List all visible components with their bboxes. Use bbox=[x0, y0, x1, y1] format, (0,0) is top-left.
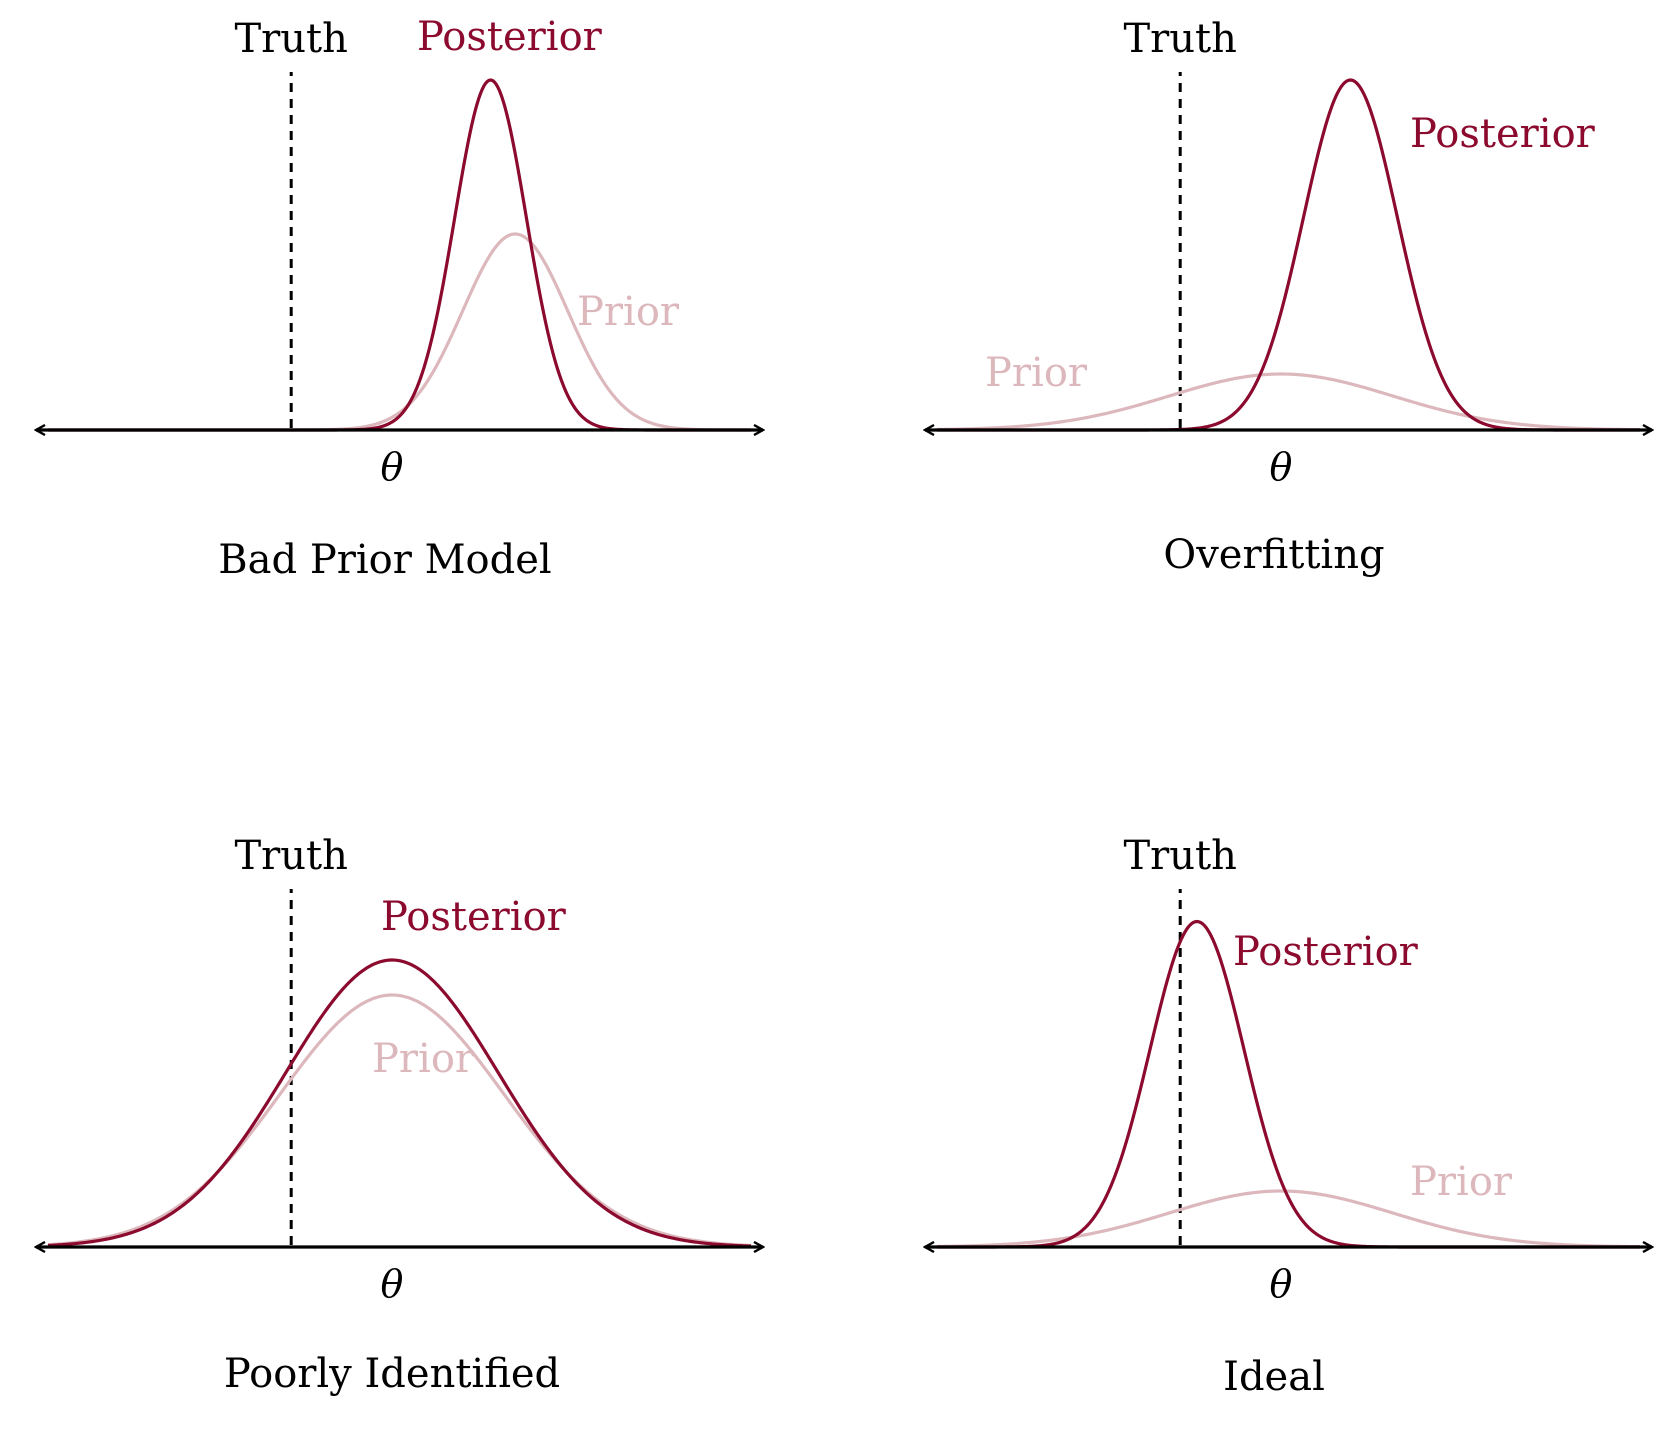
prior-curve bbox=[47, 993, 752, 1248]
panel-title: Bad Prior Model bbox=[218, 537, 551, 583]
panel-poorly-identified: Truth Posterior Prior θ Poorly Identifie… bbox=[36, 833, 763, 1397]
prior-label: Prior bbox=[1410, 1159, 1513, 1205]
posterior-curve bbox=[47, 958, 752, 1248]
truth-label: Truth bbox=[1123, 16, 1236, 62]
theta-axis-label: θ bbox=[381, 445, 404, 489]
posterior-label: Posterior bbox=[417, 14, 603, 60]
posterior-curve bbox=[48, 78, 751, 432]
theta-axis-label: θ bbox=[1270, 445, 1293, 489]
panel-bad-prior-model: Truth Posterior Prior θ Bad Prior Model bbox=[36, 14, 763, 583]
prior-label: Prior bbox=[985, 350, 1088, 396]
posterior-label: Posterior bbox=[1410, 111, 1596, 157]
truth-label: Truth bbox=[1123, 833, 1236, 879]
panel-overfitting: Truth Posterior Prior θ Overfitting bbox=[925, 16, 1652, 578]
panel-title: Overfitting bbox=[1163, 532, 1384, 578]
posterior-label: Posterior bbox=[381, 894, 567, 940]
panel-title: Ideal bbox=[1223, 1354, 1325, 1400]
posterior-label: Posterior bbox=[1233, 929, 1419, 975]
theta-axis-label: θ bbox=[1270, 1262, 1293, 1306]
prior-label: Prior bbox=[577, 289, 680, 335]
truth-label: Truth bbox=[234, 833, 347, 879]
truth-label: Truth bbox=[234, 16, 347, 62]
theta-axis-label: θ bbox=[381, 1262, 404, 1306]
panel-title: Poorly Identified bbox=[224, 1351, 560, 1397]
panel-ideal: Truth Posterior Prior θ Ideal bbox=[925, 833, 1652, 1400]
prior-label: Prior bbox=[372, 1036, 475, 1082]
